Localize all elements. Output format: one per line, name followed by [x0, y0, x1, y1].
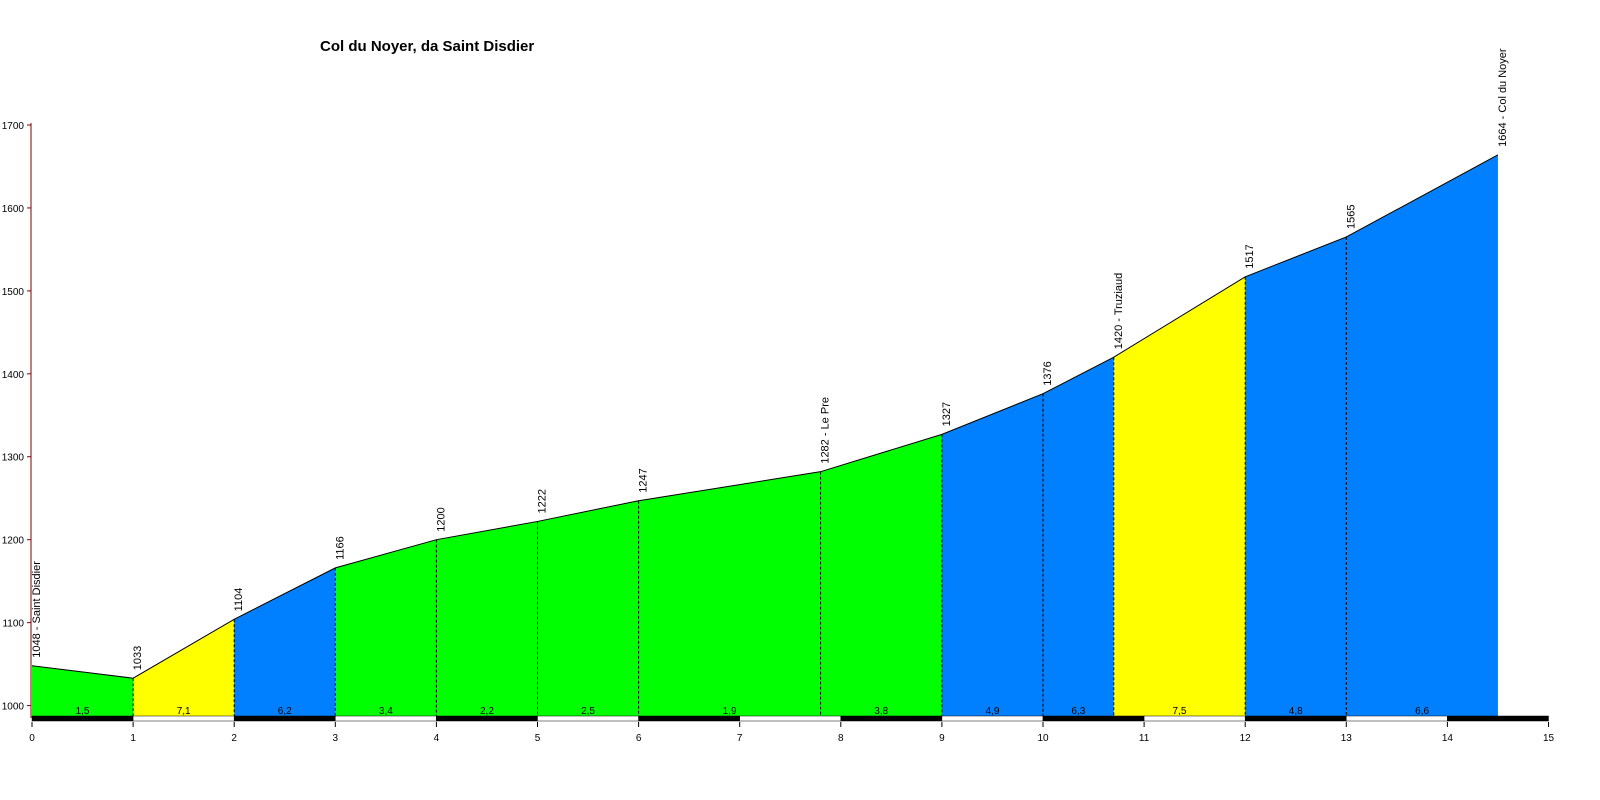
y-tick-label: 1000 [2, 702, 25, 713]
x-tick-label: 4 [434, 733, 440, 744]
distance-bar-segment [840, 715, 943, 722]
segment-area [820, 434, 942, 718]
point-label: 1517 [1244, 244, 1256, 268]
distance-bar-segment [739, 715, 842, 722]
point-label: 1565 [1345, 204, 1357, 228]
point-label: 1222 [537, 489, 549, 513]
distance-bar [31, 715, 1549, 722]
segment-gradient-label: 4,8 [1289, 706, 1303, 717]
x-tick-label: 11 [1139, 733, 1150, 744]
segment-gradient-label: 1,5 [76, 706, 90, 717]
y-tick-label: 1200 [2, 536, 25, 547]
segment-area [234, 567, 336, 718]
segment-gradient-label: 3,4 [379, 706, 393, 717]
x-tick-label: 0 [29, 733, 35, 744]
x-tick-label: 10 [1037, 733, 1049, 744]
segment-area [638, 471, 821, 718]
segment-gradient-label: 6,2 [278, 706, 292, 717]
segment-area [941, 393, 1043, 718]
x-tick-label: 8 [838, 733, 844, 744]
segment-gradient-label: 1,9 [723, 706, 737, 717]
segment-gradient-label: 3,8 [874, 706, 888, 717]
segment-dividers [132, 236, 1347, 718]
segment-gradient-label: 2,2 [480, 706, 494, 717]
y-tick-label: 1600 [2, 204, 25, 215]
segment-area [1346, 154, 1498, 718]
segment-area [1043, 357, 1114, 718]
segment-area [133, 619, 235, 718]
x-tick-label: 6 [636, 733, 642, 744]
point-label: 1033 [132, 646, 144, 670]
segment-gradient-label: 6,6 [1415, 706, 1429, 717]
y-tick-label: 1400 [2, 370, 25, 381]
point-label: 1327 [941, 402, 953, 426]
point-label: 1664 - Col du Noyer [1497, 48, 1509, 147]
segment-area [1245, 236, 1347, 719]
segment-gradient-label: 4,9 [985, 706, 999, 717]
point-label: 1420 - Truziaud [1113, 273, 1125, 349]
x-tick-label: 2 [231, 733, 237, 744]
point-label: 1166 [334, 536, 346, 560]
segment-gradient-label: 6,3 [1071, 706, 1085, 717]
segment-area [1113, 276, 1246, 718]
x-tick-label: 9 [939, 733, 945, 744]
point-label: 1048 - Saint Disdier [31, 561, 43, 658]
y-tick-label: 1700 [2, 121, 25, 132]
x-tick-label: 12 [1240, 733, 1252, 744]
distance-bar-segment [1447, 715, 1549, 722]
point-label: 1376 [1042, 361, 1054, 385]
segment-area [436, 521, 538, 718]
profile-outline [31, 154, 1499, 679]
segment-areas [32, 154, 1498, 719]
distance-bar-segment [1143, 715, 1246, 722]
distance-bar-segment [1346, 715, 1448, 722]
x-tick-label: 5 [535, 733, 541, 744]
x-tick-label: 7 [737, 733, 743, 744]
y-tick-label: 1300 [2, 453, 25, 464]
point-label: 1247 [638, 468, 650, 492]
distance-bar-segment [1042, 715, 1145, 722]
y-tick-label: 1100 [2, 619, 24, 630]
x-tick-label: 3 [333, 733, 339, 744]
y-tick-label: 1500 [2, 287, 25, 298]
x-tick-label: 13 [1341, 733, 1353, 744]
profile-line [31, 154, 1499, 679]
segment-area [335, 539, 437, 718]
point-label: 1104 [233, 588, 245, 612]
chart-title: Col du Noyer, da Saint Disdier [320, 38, 535, 55]
point-label: 1200 [435, 507, 447, 531]
segment-area [537, 500, 639, 718]
labels: 1,5 7,1 6,2 3,4 2,2 2,5 1,9 3,8 4,9 6,3 7,5 4,8 6,6 1… [31, 48, 1509, 717]
x-tick-label: 14 [1442, 733, 1454, 744]
segment-gradient-label: 2,5 [581, 706, 595, 717]
point-label: 1282 - Le Pre [820, 397, 832, 464]
segment-gradient-label: 7,5 [1173, 706, 1187, 717]
segment-area [32, 665, 134, 718]
x-tick-label: 1 [130, 733, 136, 744]
segment-gradient-label: 7,1 [177, 706, 191, 717]
x-tick-label: 15 [1543, 733, 1555, 744]
